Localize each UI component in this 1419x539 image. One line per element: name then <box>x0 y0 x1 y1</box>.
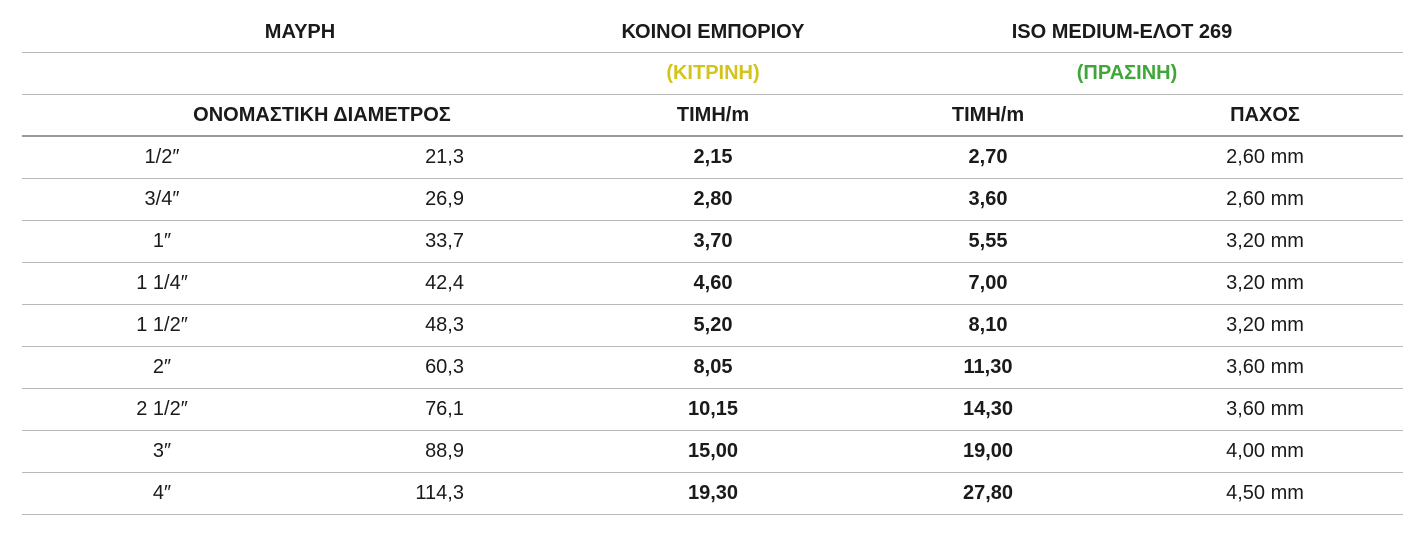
table-row: 1 1/2″ 48,3 5,20 8,10 3,20 mm <box>22 305 1403 347</box>
header-koinoi-emporiou: ΚΟΙΝΟΙ ΕΜΠΟΡΙΟΥ <box>621 20 805 43</box>
header-iso-medium: ISO MEDIUM-ΕΛΟΤ 269 <box>1011 20 1233 43</box>
cell-nominal-inch: 1″ <box>152 230 172 252</box>
cell-price-iso: 27,80 <box>962 482 1014 504</box>
label-green: (ΠΡΑΣΙΝΗ) <box>1076 62 1178 84</box>
cell-price-common: 8,05 <box>693 356 733 378</box>
cell-nominal-inch: 4″ <box>152 482 172 504</box>
cell-price-iso: 11,30 <box>963 356 1013 378</box>
table-header-columns-row: ΟΝΟΜΑΣΤΙΚΗ ΔΙΑΜΕΤΡΟΣ ΤΙΜΗ/m ΤΙΜΗ/m ΠΑΧΟΣ <box>22 95 1403 137</box>
table-row: 1″ 33,7 3,70 5,55 3,20 mm <box>22 221 1403 263</box>
table-row: 3″ 88,9 15,00 19,00 4,00 mm <box>22 431 1403 473</box>
cell-price-common: 4,60 <box>693 272 733 294</box>
cell-price-iso: 8,10 <box>968 314 1008 336</box>
cell-price-common: 2,80 <box>693 188 733 210</box>
table-row: 4″ 114,3 19,30 27,80 4,50 mm <box>22 473 1403 515</box>
cell-price-common: 2,15 <box>693 146 733 168</box>
cell-outer-diameter-mm: 60,3 <box>425 356 464 378</box>
cell-thickness: 4,50 mm <box>1226 482 1304 504</box>
cell-price-common: 3,70 <box>693 230 733 252</box>
table-row: 2 1/2″ 76,1 10,15 14,30 3,60 mm <box>22 389 1403 431</box>
cell-price-common: 15,00 <box>687 440 739 462</box>
column-header-price-iso: ΤΙΜΗ/m <box>951 103 1025 126</box>
column-header-price-common: ΤΙΜΗ/m <box>676 103 750 126</box>
table-row: 1/2″ 21,3 2,15 2,70 2,60 mm <box>22 137 1403 179</box>
cell-price-common: 5,20 <box>693 314 733 336</box>
cell-nominal-inch: 1 1/4″ <box>136 272 188 294</box>
cell-thickness: 4,00 mm <box>1226 440 1304 462</box>
cell-outer-diameter-mm: 76,1 <box>425 398 464 420</box>
cell-outer-diameter-mm: 21,3 <box>425 146 464 168</box>
cell-thickness: 2,60 mm <box>1226 188 1304 210</box>
header-mavri: ΜΑΥΡΗ <box>264 20 336 43</box>
cell-nominal-inch: 3/4″ <box>144 188 180 210</box>
column-header-nominal-diameter: ΟΝΟΜΑΣΤΙΚΗ ΔΙΑΜΕΤΡΟΣ <box>193 103 451 126</box>
table-body: 1/2″ 21,3 2,15 2,70 2,60 mm 3/4″ 26,9 2,… <box>22 137 1403 515</box>
cell-price-iso: 5,55 <box>968 230 1008 252</box>
cell-nominal-inch: 2″ <box>152 356 172 378</box>
table-row: 3/4″ 26,9 2,80 3,60 2,60 mm <box>22 179 1403 221</box>
cell-thickness: 3,20 mm <box>1226 230 1304 252</box>
price-table: ΜΑΥΡΗ ΚΟΙΝΟΙ ΕΜΠΟΡΙΟΥ ISO MEDIUM-ΕΛΟΤ 26… <box>22 12 1403 515</box>
cell-nominal-inch: 3″ <box>152 440 172 462</box>
cell-thickness: 3,20 mm <box>1226 272 1304 294</box>
cell-outer-diameter-mm: 26,9 <box>425 188 464 210</box>
cell-thickness: 3,60 mm <box>1226 398 1304 420</box>
label-yellow: (ΚΙΤΡΙΝΗ) <box>666 62 760 84</box>
cell-price-iso: 2,70 <box>968 146 1008 168</box>
cell-price-iso: 14,30 <box>962 398 1014 420</box>
table-header-group-row: ΜΑΥΡΗ ΚΟΙΝΟΙ ΕΜΠΟΡΙΟΥ ISO MEDIUM-ΕΛΟΤ 26… <box>22 12 1403 53</box>
cell-nominal-inch: 1 1/2″ <box>136 314 188 336</box>
cell-price-common: 19,30 <box>687 482 739 504</box>
cell-nominal-inch: 2 1/2″ <box>136 398 188 420</box>
cell-nominal-inch: 1/2″ <box>144 146 180 168</box>
cell-thickness: 2,60 mm <box>1226 146 1304 168</box>
column-header-thickness: ΠΑΧΟΣ <box>1230 103 1300 126</box>
cell-outer-diameter-mm: 88,9 <box>425 440 464 462</box>
cell-price-iso: 3,60 <box>968 188 1008 210</box>
cell-price-common: 10,15 <box>687 398 739 420</box>
cell-thickness: 3,60 mm <box>1226 356 1304 378</box>
cell-thickness: 3,20 mm <box>1226 314 1304 336</box>
table-row: 2″ 60,3 8,05 11,30 3,60 mm <box>22 347 1403 389</box>
cell-price-iso: 7,00 <box>968 272 1008 294</box>
cell-price-iso: 19,00 <box>962 440 1014 462</box>
cell-outer-diameter-mm: 33,7 <box>425 230 464 252</box>
table-header-color-row: (ΚΙΤΡΙΝΗ) (ΠΡΑΣΙΝΗ) <box>22 53 1403 95</box>
cell-outer-diameter-mm: 42,4 <box>425 272 464 294</box>
cell-outer-diameter-mm: 114,3 <box>415 482 464 504</box>
table-row: 1 1/4″ 42,4 4,60 7,00 3,20 mm <box>22 263 1403 305</box>
cell-outer-diameter-mm: 48,3 <box>425 314 464 336</box>
